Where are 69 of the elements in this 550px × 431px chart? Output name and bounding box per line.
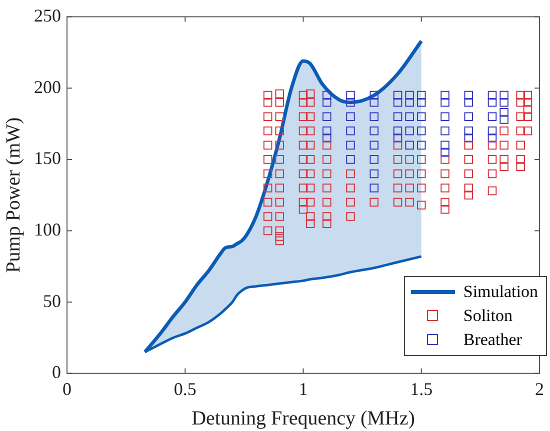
legend-label: Breather [463, 329, 522, 351]
x-tick-label: 0.5 [174, 378, 196, 399]
y-axis-title: Pump Power (mW) [2, 117, 24, 273]
point [346, 140, 355, 150]
y-tick-label: 0 [52, 362, 61, 382]
point [393, 112, 402, 122]
x-axis-title: Detuning Frequency (MHz) [192, 407, 415, 430]
point [346, 98, 355, 107]
point [405, 140, 414, 150]
point [370, 112, 379, 122]
y-tick-label: 50 [43, 290, 61, 311]
point [488, 112, 497, 122]
point [393, 134, 402, 142]
point [416, 140, 426, 150]
x-tick-label: 1.5 [410, 378, 433, 399]
point [440, 90, 450, 100]
point [346, 126, 355, 136]
point [416, 90, 426, 100]
point [464, 90, 474, 100]
point [370, 169, 379, 178]
point [416, 112, 426, 122]
point [500, 115, 508, 124]
point [440, 98, 450, 107]
x-tick-label: 1 [298, 378, 308, 399]
point [440, 112, 450, 122]
y-tick-label: 200 [34, 76, 61, 97]
point [346, 90, 355, 100]
point [464, 134, 474, 142]
point [416, 126, 426, 136]
point [393, 126, 402, 136]
point [464, 112, 474, 122]
point [405, 98, 414, 107]
y-tick-label: 250 [34, 6, 61, 26]
point [440, 148, 450, 157]
point [322, 90, 332, 100]
point [405, 90, 414, 100]
y-tick-label: 150 [34, 148, 61, 168]
point [370, 98, 379, 107]
point [393, 90, 402, 100]
point [488, 134, 497, 142]
point [370, 155, 379, 164]
point [405, 112, 414, 122]
point [405, 126, 414, 136]
point [322, 134, 332, 142]
point [440, 126, 450, 136]
point [500, 108, 508, 117]
point [500, 98, 508, 107]
legend-label: Soliton [463, 305, 512, 327]
point [488, 98, 497, 107]
point [346, 112, 355, 122]
point [488, 90, 497, 100]
point [322, 98, 332, 107]
point [393, 98, 402, 107]
point [416, 98, 426, 107]
point [500, 90, 508, 100]
point [370, 184, 379, 192]
point [440, 140, 450, 150]
point [322, 126, 332, 136]
y-tick-label: 100 [34, 219, 61, 240]
point [346, 155, 355, 164]
x-tick-label: 2 [535, 378, 544, 399]
point [370, 126, 379, 136]
point [370, 140, 379, 150]
legend-label: Simulation [463, 281, 538, 303]
point [464, 98, 474, 107]
point [488, 126, 497, 136]
point [464, 126, 474, 136]
point [322, 112, 332, 122]
point [370, 90, 379, 100]
